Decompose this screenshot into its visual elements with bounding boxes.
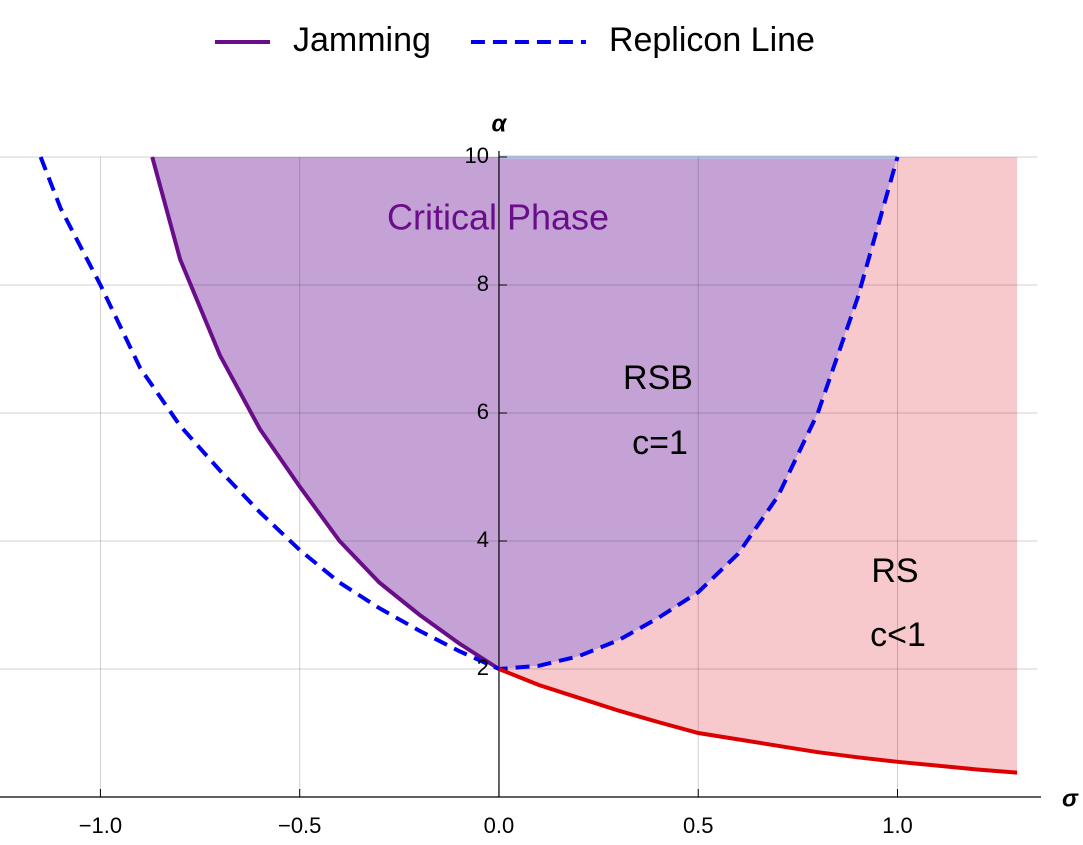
series-line [498,667,1018,775]
y-tick-label: 8 [477,271,489,296]
legend-label: Replicon Line [609,21,815,59]
lines [38,156,1018,775]
series-line [150,156,501,671]
annotation: Critical Phase [387,197,609,238]
critical-region [152,157,898,669]
y-tick-label: 10 [464,143,488,168]
annotation: c<1 [870,616,926,654]
annotation: RSB [623,359,693,397]
labels: −1.0 −0.5 0.0 0.5 1.0 2 4 6 8 10 [79,143,913,838]
y-axis-label: α [492,110,508,137]
x-tick-label: −1.0 [79,813,122,838]
annotation: c=1 [632,424,688,462]
series-line [38,156,900,672]
annotation: RS [871,552,918,590]
y-tick-label: 2 [477,655,489,680]
rs-region [498,157,1018,773]
x-axis-label: σ [1062,785,1079,812]
y-tick-label: 4 [477,527,489,552]
x-tick-label: 0.5 [683,813,714,838]
y-tick-label: 6 [477,399,489,424]
x-tick-label: −0.5 [278,813,321,838]
x-tick-label: 1.0 [882,813,913,838]
fills [152,155,1018,773]
x-tick-label: 0.0 [484,813,515,838]
legend-label: Jamming [293,21,431,59]
